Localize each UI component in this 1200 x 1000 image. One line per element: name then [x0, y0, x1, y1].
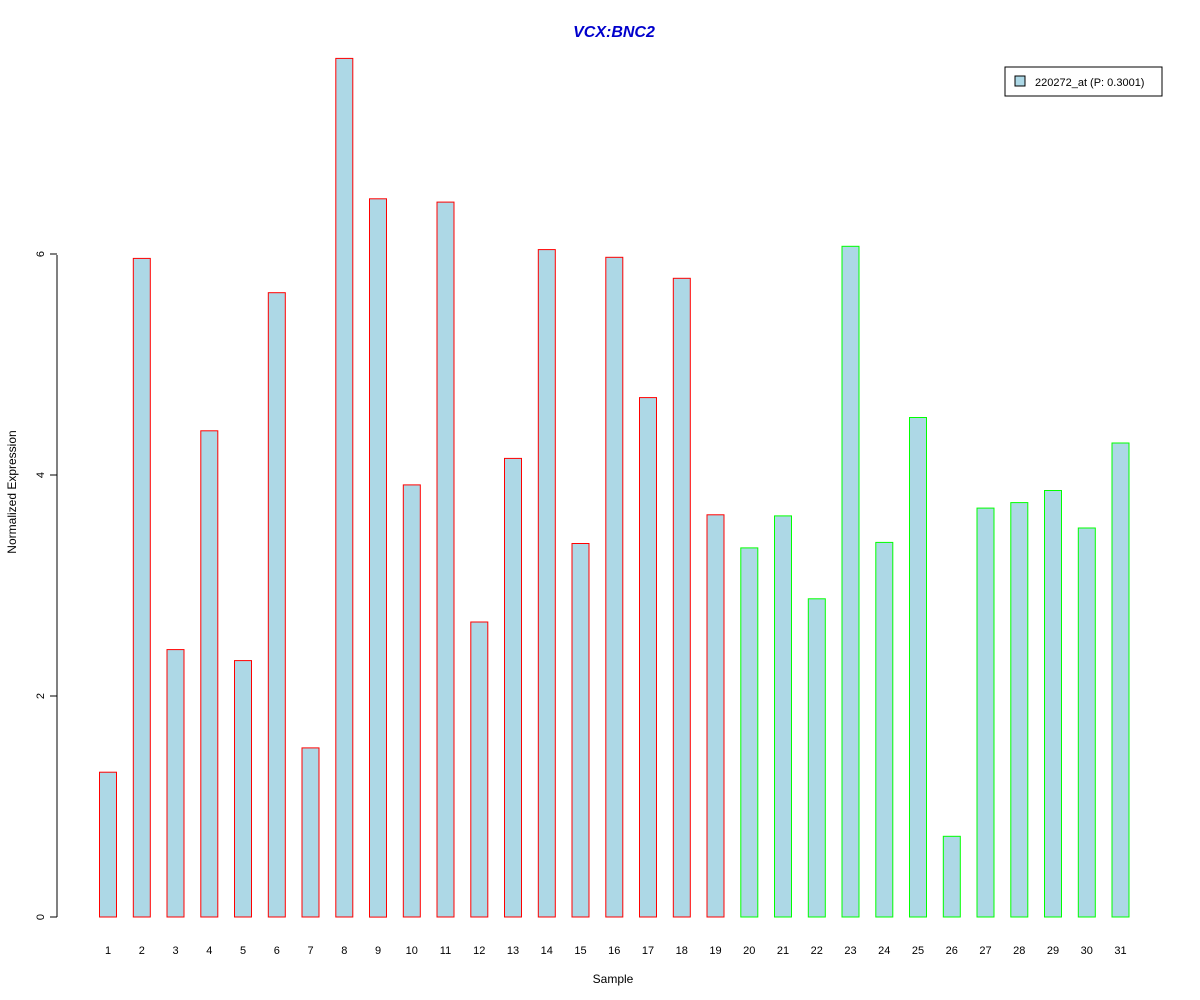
x-tick-label: 29 [1047, 945, 1059, 957]
bar-sample-8 [335, 57, 354, 918]
bar-sample-20 [740, 547, 759, 918]
bar-sample-16 [605, 256, 624, 918]
legend-swatch [1014, 75, 1026, 87]
y-tick-label: 6 [35, 251, 47, 257]
x-tick-label: 13 [507, 945, 519, 957]
bar-sample-18 [672, 277, 691, 918]
bar-sample-23 [841, 245, 860, 918]
legend-label: 220272_at (P: 0.3001) [1035, 77, 1144, 89]
x-tick-label: 30 [1081, 945, 1093, 957]
x-tick-label: 3 [172, 945, 178, 957]
bar-sample-29 [1044, 490, 1062, 918]
chart-title: VCX:BNC2 [573, 24, 655, 41]
x-tick-label: 26 [946, 945, 958, 957]
x-tick-label: 15 [574, 945, 586, 957]
y-tick-label: 0 [35, 914, 47, 920]
legend-box [1004, 66, 1163, 97]
x-axis-label: Sample [593, 972, 634, 986]
bar-sample-26 [942, 835, 961, 918]
x-tick-label: 5 [240, 945, 246, 957]
x-tick-label: 14 [541, 945, 553, 957]
y-axis-label: Normalized Expression [5, 430, 19, 553]
x-tick-label: 8 [341, 945, 347, 957]
bar-sample-9 [369, 198, 387, 918]
bar-sample-4 [200, 430, 219, 918]
bar-sample-25 [909, 417, 927, 918]
y-axis: 0 2 4 6 [35, 251, 58, 920]
x-tick-label: 25 [912, 945, 924, 957]
x-tick-label: 23 [844, 945, 856, 957]
x-tick-label: 12 [473, 945, 485, 957]
bar-sample-17 [639, 397, 657, 918]
x-tick-label: 20 [743, 945, 755, 957]
bar-sample-28 [1010, 502, 1029, 918]
x-tick-label: 27 [979, 945, 991, 957]
bar-sample-11 [436, 201, 455, 918]
x-tick-label: 9 [375, 945, 381, 957]
bar-sample-6 [267, 292, 286, 918]
x-tick-label: 17 [642, 945, 654, 957]
bar-sample-5 [234, 660, 252, 918]
legend: 220272_at (P: 0.3001) [1004, 66, 1163, 97]
bar-sample-15 [571, 543, 590, 918]
x-tick-labels: 1 2 3 4 5 6 7 8 9 10 11 12 13 14 15 16 17 18 19 20 21 22 23 24 2… [105, 945, 1127, 957]
x-tick-label: 4 [206, 945, 212, 957]
x-tick-label: 2 [139, 945, 145, 957]
bar-sample-2 [132, 257, 151, 918]
bar-sample-10 [402, 484, 421, 918]
bar-sample-22 [807, 598, 826, 918]
x-tick-label: 22 [811, 945, 823, 957]
y-tick-label: 4 [35, 472, 47, 478]
bar-sample-12 [470, 621, 489, 918]
x-tick-label: 10 [406, 945, 418, 957]
y-tick-label: 2 [35, 693, 47, 699]
bar-sample-31 [1111, 442, 1130, 918]
x-tick-label: 21 [777, 945, 789, 957]
x-tick-label: 11 [440, 945, 451, 957]
bar-sample-21 [774, 515, 792, 918]
bar-sample-1 [99, 771, 117, 918]
bars-group [99, 57, 1130, 918]
bar-sample-7 [301, 747, 320, 918]
x-tick-label: 1 [105, 945, 111, 957]
x-tick-label: 31 [1114, 945, 1126, 957]
bar-sample-27 [976, 507, 995, 918]
x-tick-label: 7 [307, 945, 313, 957]
bar-sample-14 [537, 249, 556, 918]
x-tick-label: 18 [676, 945, 688, 957]
x-tick-label: 28 [1013, 945, 1025, 957]
bar-sample-19 [706, 514, 725, 918]
bar-sample-30 [1077, 527, 1096, 918]
x-tick-label: 16 [608, 945, 620, 957]
bar-sample-24 [875, 541, 894, 918]
x-tick-label: 19 [709, 945, 721, 957]
x-tick-label: 6 [274, 945, 280, 957]
bar-sample-3 [166, 649, 185, 918]
x-tick-label: 24 [878, 945, 890, 957]
bar-sample-13 [504, 457, 522, 918]
